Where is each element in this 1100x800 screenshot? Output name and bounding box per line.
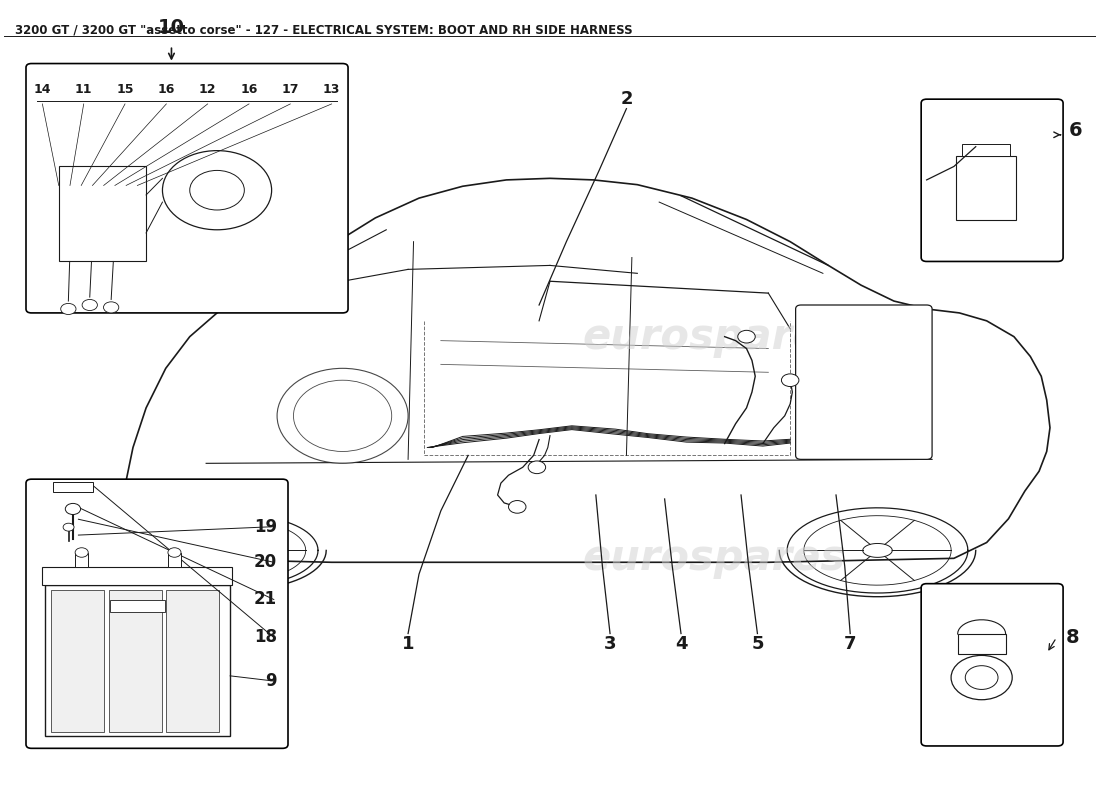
Circle shape [63, 523, 74, 531]
Circle shape [103, 302, 119, 313]
Bar [956, 156, 1015, 220]
Text: 21: 21 [254, 590, 277, 609]
Text: 1: 1 [402, 635, 415, 653]
Text: eurospares: eurospares [582, 316, 845, 358]
Text: 4: 4 [674, 635, 688, 653]
Text: 3: 3 [604, 635, 616, 653]
Circle shape [65, 503, 80, 514]
Circle shape [781, 374, 799, 386]
Text: 8: 8 [1065, 628, 1079, 647]
Circle shape [508, 501, 526, 514]
Circle shape [82, 299, 98, 310]
Bar [958, 634, 1005, 654]
Circle shape [294, 380, 392, 451]
Text: 14: 14 [34, 83, 51, 96]
Text: 5: 5 [751, 635, 763, 653]
Bar [45, 585, 230, 737]
Bar [51, 590, 104, 732]
Text: eurospares: eurospares [582, 538, 845, 579]
FancyBboxPatch shape [26, 63, 348, 313]
Text: 18: 18 [254, 629, 277, 646]
Circle shape [738, 330, 756, 343]
Circle shape [189, 170, 244, 210]
Text: 9: 9 [265, 672, 277, 690]
Bar [110, 600, 165, 612]
Bar [168, 553, 182, 566]
Text: 3200 GT / 3200 GT "assetto corse" - 127 - ELECTRICAL SYSTEM: BOOT AND RH SIDE HA: 3200 GT / 3200 GT "assetto corse" - 127 … [15, 24, 632, 37]
FancyBboxPatch shape [921, 584, 1063, 746]
Bar [166, 590, 219, 732]
Circle shape [966, 666, 998, 690]
Bar [75, 553, 88, 566]
Text: 2: 2 [620, 90, 632, 108]
Circle shape [277, 368, 408, 463]
Circle shape [163, 150, 272, 230]
Bar [43, 566, 232, 585]
FancyBboxPatch shape [921, 99, 1063, 262]
Bar [961, 144, 1010, 156]
Text: 10: 10 [158, 18, 185, 38]
Bar [58, 166, 146, 262]
Circle shape [952, 655, 1012, 700]
Text: 20: 20 [254, 554, 277, 571]
Text: 12: 12 [199, 83, 217, 96]
Text: 6: 6 [1068, 122, 1082, 140]
Text: 17: 17 [282, 83, 299, 96]
Text: 7: 7 [844, 635, 857, 653]
Circle shape [168, 548, 182, 558]
Circle shape [60, 303, 76, 314]
Text: 15: 15 [117, 83, 134, 96]
FancyBboxPatch shape [26, 479, 288, 748]
Text: 11: 11 [75, 83, 92, 96]
Circle shape [528, 461, 546, 474]
Bar [53, 482, 92, 491]
Text: 16: 16 [240, 83, 257, 96]
Text: 13: 13 [323, 83, 340, 96]
Bar [109, 590, 162, 732]
Text: 19: 19 [254, 518, 277, 536]
Text: 16: 16 [157, 83, 175, 96]
Circle shape [75, 548, 88, 558]
FancyBboxPatch shape [795, 305, 932, 459]
